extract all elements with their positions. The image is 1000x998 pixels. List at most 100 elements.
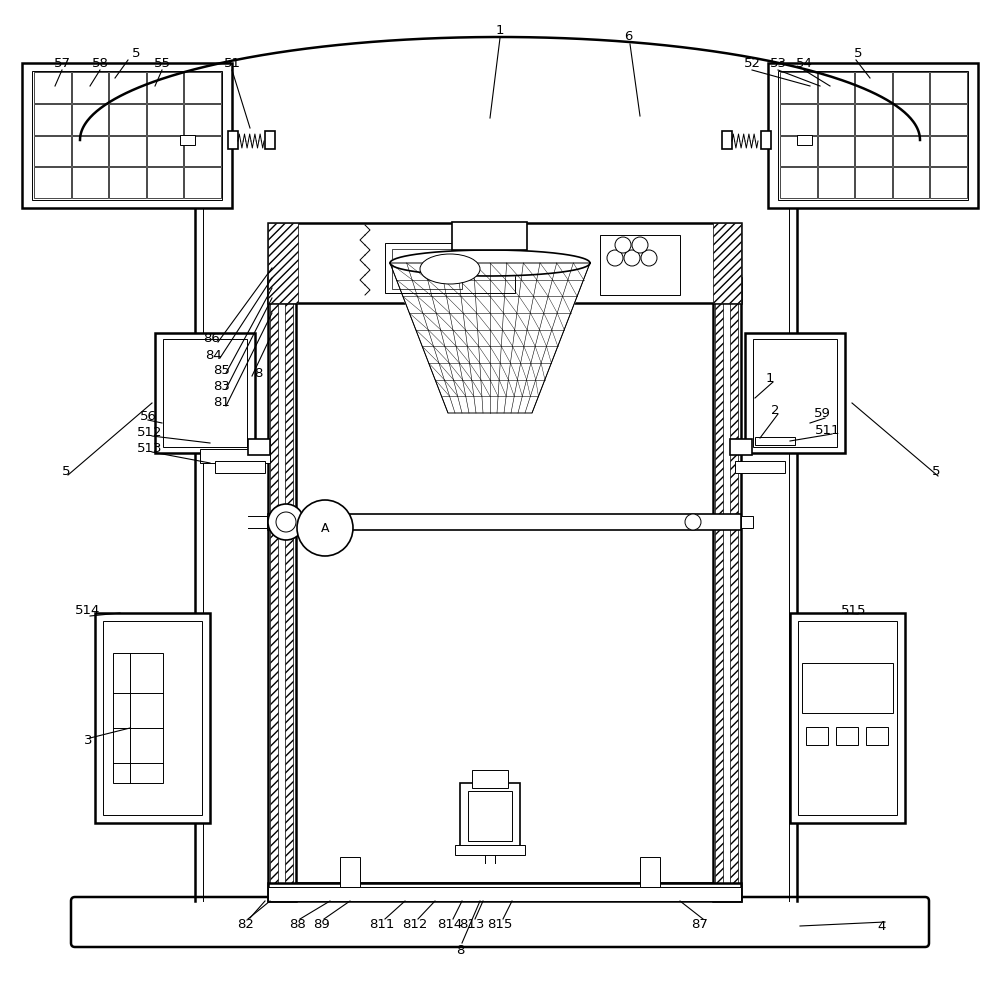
Bar — [109, 168, 146, 198]
Bar — [802, 663, 893, 713]
Bar — [268, 883, 741, 901]
Circle shape — [268, 504, 304, 540]
Bar — [200, 449, 270, 463]
Text: 1: 1 — [766, 371, 774, 384]
Text: 814: 814 — [437, 918, 463, 931]
Bar — [855, 136, 892, 167]
Bar — [930, 136, 967, 167]
Bar — [790, 613, 905, 823]
Text: 5: 5 — [62, 464, 70, 477]
Text: 513: 513 — [137, 441, 163, 454]
Bar — [113, 653, 163, 783]
Bar — [109, 104, 146, 135]
Bar — [730, 439, 752, 455]
Bar — [95, 613, 210, 823]
Bar — [930, 168, 967, 198]
Ellipse shape — [420, 254, 480, 284]
Bar — [472, 770, 508, 788]
Bar — [893, 136, 929, 167]
Bar — [713, 278, 741, 901]
Bar — [184, 168, 221, 198]
Text: 88: 88 — [290, 918, 306, 931]
Bar — [72, 136, 108, 167]
Bar — [855, 72, 892, 103]
Text: 52: 52 — [744, 57, 761, 70]
Text: 8: 8 — [456, 943, 464, 956]
Text: 83: 83 — [214, 379, 230, 392]
Circle shape — [276, 512, 296, 532]
Circle shape — [607, 250, 623, 266]
Bar — [780, 136, 817, 167]
Bar — [268, 887, 741, 901]
Bar — [930, 72, 967, 103]
Bar — [385, 243, 515, 293]
Bar — [72, 104, 108, 135]
Text: 57: 57 — [54, 57, 70, 70]
Bar — [755, 437, 795, 445]
Bar — [741, 516, 753, 528]
Bar — [753, 339, 837, 447]
Text: 82: 82 — [238, 918, 254, 931]
Text: 89: 89 — [314, 918, 330, 931]
Text: 515: 515 — [841, 604, 867, 617]
Bar — [155, 333, 255, 453]
Circle shape — [685, 514, 701, 530]
Bar — [780, 72, 817, 103]
Bar — [392, 249, 462, 289]
Text: 81: 81 — [214, 395, 230, 408]
Bar — [460, 783, 520, 848]
Bar — [228, 131, 238, 149]
Bar — [713, 223, 741, 303]
Text: 5: 5 — [932, 464, 940, 477]
Text: 511: 511 — [815, 423, 841, 436]
Bar — [340, 857, 360, 887]
Bar — [184, 136, 221, 167]
Bar — [797, 135, 812, 145]
Bar — [866, 727, 888, 745]
Bar — [268, 278, 296, 901]
Bar — [32, 71, 222, 200]
Bar — [180, 135, 195, 145]
Text: 812: 812 — [402, 918, 428, 931]
Bar — [780, 104, 817, 135]
Bar — [745, 333, 845, 453]
Bar — [640, 857, 660, 887]
Bar — [715, 280, 723, 899]
Polygon shape — [390, 263, 590, 413]
Text: 56: 56 — [140, 409, 156, 422]
Bar — [818, 72, 854, 103]
Bar — [855, 104, 892, 135]
Bar — [103, 621, 202, 815]
Bar — [109, 136, 146, 167]
Bar — [768, 63, 978, 208]
Bar — [780, 168, 817, 198]
Text: 53: 53 — [770, 57, 786, 70]
Bar — [818, 168, 854, 198]
Bar — [34, 168, 71, 198]
Text: 87: 87 — [692, 918, 708, 931]
Text: 85: 85 — [214, 363, 230, 376]
Bar — [147, 104, 183, 135]
Polygon shape — [390, 250, 590, 276]
Bar — [265, 131, 275, 149]
Text: 811: 811 — [369, 918, 395, 931]
Bar — [806, 727, 828, 745]
Bar — [34, 136, 71, 167]
Bar — [761, 131, 771, 149]
Bar — [268, 223, 741, 303]
Bar — [798, 621, 897, 815]
Text: 514: 514 — [75, 604, 101, 617]
Bar — [147, 136, 183, 167]
Text: 55: 55 — [154, 57, 170, 70]
Text: 86: 86 — [204, 331, 220, 344]
Text: 58: 58 — [92, 57, 108, 70]
Bar — [147, 72, 183, 103]
Text: 3: 3 — [84, 734, 92, 747]
Text: A: A — [321, 522, 329, 535]
Circle shape — [641, 250, 657, 266]
Bar — [452, 222, 527, 250]
Bar — [285, 280, 293, 899]
Bar — [468, 791, 512, 841]
Bar — [184, 72, 221, 103]
Bar — [34, 104, 71, 135]
